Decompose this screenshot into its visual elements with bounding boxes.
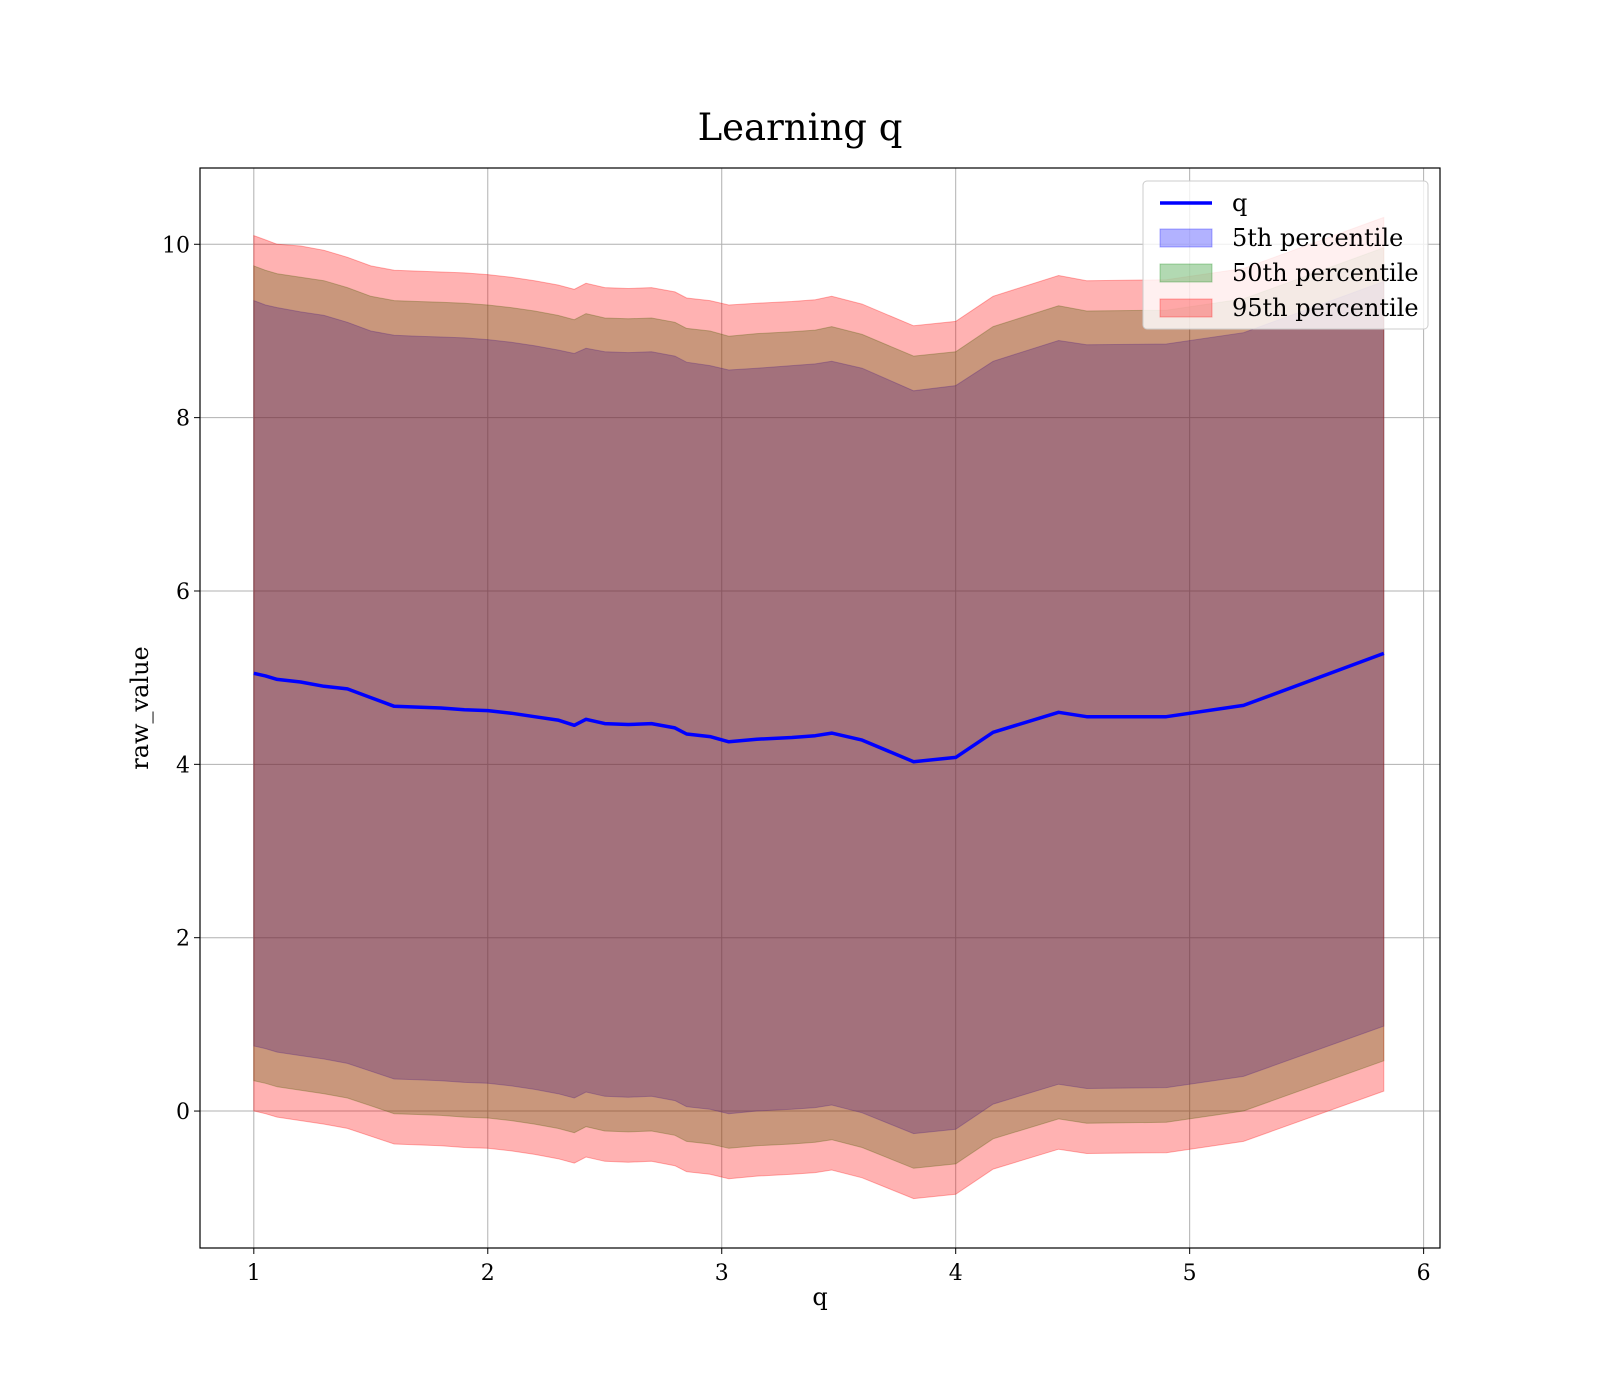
x-tick-label: 6 [1417, 1261, 1431, 1286]
percentile-bands [253, 216, 1385, 1200]
legend-label-q: q [1232, 189, 1247, 217]
y-tick-label: 0 [176, 1100, 190, 1125]
5th-percentile-band [253, 280, 1385, 1135]
y-tick-label: 4 [176, 753, 190, 778]
y-tick-label: 8 [176, 407, 190, 432]
axis-ticks: 1 2 3 4 5 6 0 2 4 6 8 10 [162, 233, 1431, 1286]
x-tick-label: 2 [481, 1261, 495, 1286]
legend-box [1142, 180, 1429, 330]
chart-title: Learning q [698, 106, 903, 149]
grid [200, 168, 1440, 1248]
q-line-layer [253, 651, 1385, 764]
y-tick-label: 10 [162, 233, 190, 258]
x-axis-label: q [812, 1283, 827, 1311]
legend: q 5th percentile 50th percentile 95th perce… [1142, 180, 1429, 330]
legend-swatch-95th-percentile [1159, 298, 1213, 318]
y-tick-label: 6 [176, 580, 190, 605]
y-axis-label: raw_value [126, 646, 154, 770]
x-tick-label: 3 [715, 1261, 729, 1286]
plot-frame [199, 167, 1441, 1249]
q-series-line [253, 651, 1385, 764]
95th-percentile-band [253, 216, 1385, 1200]
legend-label-50th-percentile: 50th percentile [1232, 259, 1419, 287]
legend-swatch-50th-percentile [1159, 263, 1213, 283]
y-tick-label: 2 [176, 927, 190, 952]
x-tick-label: 1 [247, 1261, 261, 1286]
legend-label-95th-percentile: 95th percentile [1232, 294, 1419, 322]
x-tick-label: 5 [1183, 1261, 1197, 1286]
legend-swatch-5th-percentile [1159, 228, 1213, 248]
50th-percentile-band [253, 246, 1385, 1169]
legend-label-5th-percentile: 5th percentile [1232, 224, 1403, 252]
x-tick-label: 4 [949, 1261, 963, 1286]
